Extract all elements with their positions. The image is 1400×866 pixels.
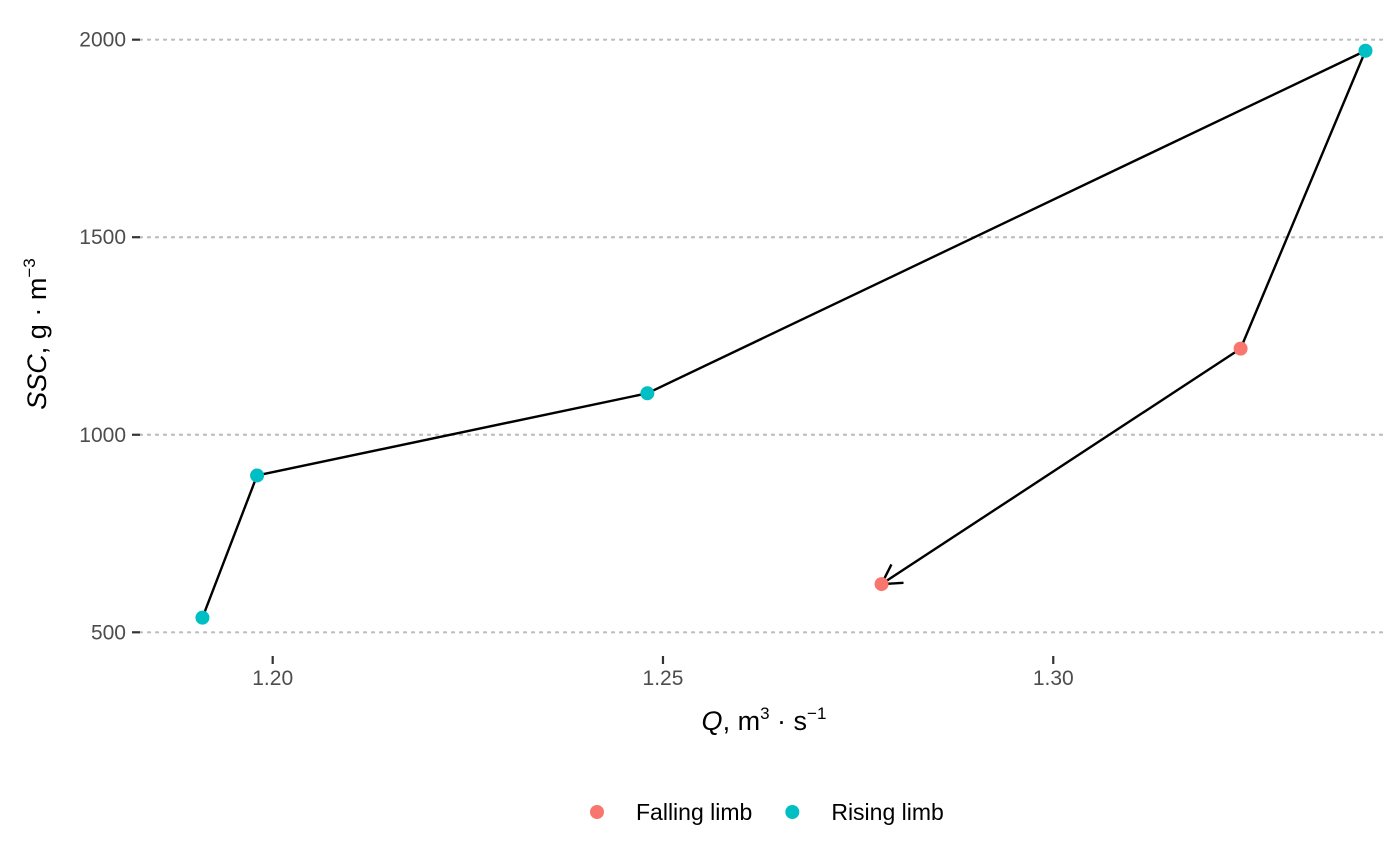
legend-key-0 xyxy=(590,805,604,819)
x-tick-label: 1.25 xyxy=(643,667,684,690)
legend-label-0: Falling limb xyxy=(636,799,752,825)
y-tick-label: 500 xyxy=(91,621,126,644)
grid-lines xyxy=(138,38,1387,634)
x-title-unit: m xyxy=(738,706,761,736)
path-segment-5 xyxy=(880,347,1242,586)
y-tick-label: 1500 xyxy=(79,226,126,249)
y-tick-label: 2000 xyxy=(79,29,126,52)
data-points xyxy=(195,43,1373,625)
y-title-unit: g xyxy=(22,324,52,339)
data-point-6 xyxy=(874,577,889,592)
x-title-rest: s xyxy=(794,706,808,736)
legend-label-1: Rising limb xyxy=(831,799,943,825)
data-point-3 xyxy=(640,386,655,401)
y-axis: 500 1000 1500 2000 xyxy=(79,29,140,644)
y-tick-label: 1000 xyxy=(79,424,126,447)
x-axis: 1.20 1.25 1.30 xyxy=(252,656,1074,690)
data-point-4 xyxy=(1358,43,1373,58)
x-axis-title: Q, m3 · s−1 xyxy=(702,704,827,736)
legend: Falling limb Rising limb xyxy=(590,799,944,825)
series-path xyxy=(201,49,1367,619)
x-tick-label: 1.30 xyxy=(1033,667,1074,690)
x-title-symbol: Q xyxy=(702,706,723,736)
legend-key-1 xyxy=(785,805,800,819)
data-point-1 xyxy=(195,610,210,625)
y-title-symbol: SSC xyxy=(22,354,52,410)
path-segment-3 xyxy=(646,49,1367,395)
x-tick-label: 1.20 xyxy=(252,667,293,690)
x-title-unit-exp: 3 xyxy=(760,704,769,723)
y-title-rest-exp: −3 xyxy=(20,258,39,277)
y-axis-title: SSC, g · m−3 xyxy=(20,258,52,409)
y-title-rest: m xyxy=(22,278,52,301)
path-segment-2 xyxy=(256,392,648,477)
path-segment-4 xyxy=(1239,50,1367,350)
path-segment-1 xyxy=(201,475,259,619)
x-title-rest-exp: −1 xyxy=(807,704,826,723)
data-point-5 xyxy=(1233,341,1248,356)
data-point-2 xyxy=(250,468,265,483)
